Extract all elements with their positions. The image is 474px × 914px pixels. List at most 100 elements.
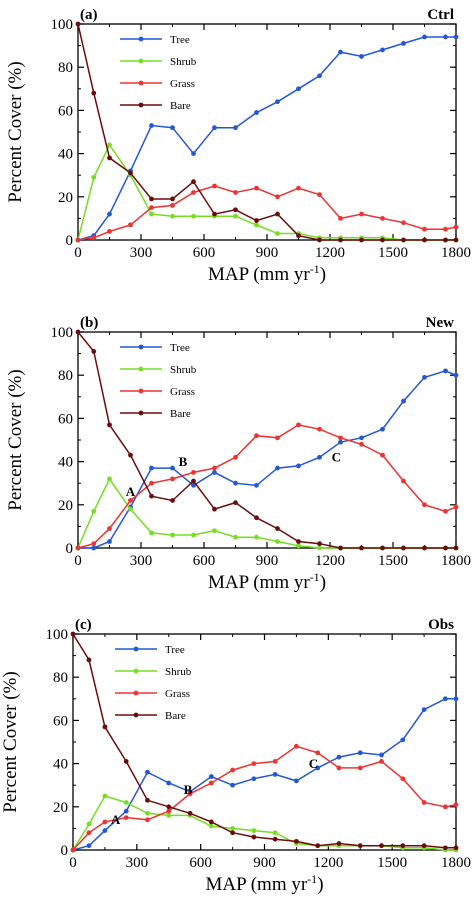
legend-label-grass: Grass <box>165 688 190 700</box>
y-tick-label: 40 <box>53 757 68 773</box>
data-point-bare <box>102 724 108 730</box>
data-point-tree <box>357 750 363 756</box>
data-point-tree <box>191 482 196 488</box>
data-point-bare <box>453 845 459 851</box>
legend-label-grass: Grass <box>170 386 195 398</box>
annotation-label: C <box>309 756 318 771</box>
x-tick-label: 1800 <box>441 245 471 261</box>
data-point-tree <box>166 780 172 786</box>
data-point-shrub <box>102 793 108 799</box>
data-point-bare <box>442 845 448 851</box>
y-tick-label: 0 <box>66 541 74 557</box>
data-point-grass <box>443 226 448 232</box>
data-point-grass <box>275 194 280 200</box>
data-point-bare <box>91 90 97 96</box>
data-point-tree <box>380 47 385 53</box>
data-point-bare <box>379 843 384 849</box>
data-point-tree <box>275 99 280 105</box>
data-point-grass <box>442 804 448 810</box>
legend-marker-shrub <box>133 668 139 674</box>
data-point-bare <box>422 237 427 243</box>
data-point-bare <box>296 539 301 544</box>
y-axis-label: Percent Cover (%) <box>5 369 26 510</box>
y-tick-label: 100 <box>51 325 74 341</box>
data-point-tree <box>251 776 257 782</box>
data-point-shrub <box>91 174 97 180</box>
data-point-tree <box>91 545 97 551</box>
data-point-bare <box>421 843 427 849</box>
y-tick-label: 60 <box>58 411 73 427</box>
data-point-tree <box>421 707 427 712</box>
data-point-tree <box>254 110 259 115</box>
data-point-bare <box>91 349 97 354</box>
data-point-grass <box>91 235 97 241</box>
x-axis-label: MAP (mm yr-1) <box>208 262 326 285</box>
data-point-bare <box>191 478 196 484</box>
data-point-shrub <box>254 534 259 540</box>
chart-panel-3: 0 300 600 900 1200 1500 1800 0 20 40 60 80 100 (c) Obs… <box>0 617 471 895</box>
data-point-tree <box>102 828 108 833</box>
data-point-grass <box>357 765 363 771</box>
data-point-grass <box>107 526 112 531</box>
data-point-shrub <box>254 222 259 228</box>
data-point-tree <box>107 539 112 544</box>
data-point-grass <box>336 765 342 771</box>
x-tick-label: 0 <box>74 245 82 261</box>
data-point-bare <box>170 498 175 503</box>
data-point-bare <box>380 237 385 243</box>
y-tick-label: 60 <box>53 713 68 729</box>
data-point-grass <box>275 435 280 441</box>
data-point-tree <box>453 696 459 702</box>
x-tick-label: 900 <box>256 245 279 261</box>
data-point-grass <box>251 761 257 766</box>
data-point-tree <box>338 439 343 445</box>
data-point-grass <box>296 422 301 428</box>
legend-label-shrub: Shrub <box>165 666 192 678</box>
legend-marker-grass <box>138 388 144 394</box>
data-point-bare <box>380 545 385 551</box>
data-point-tree <box>379 752 384 758</box>
data-point-grass <box>75 545 81 551</box>
data-point-grass <box>317 426 322 432</box>
data-point-shrub <box>233 534 238 540</box>
x-tick-label: 1200 <box>315 245 345 261</box>
data-point-tree <box>422 34 427 40</box>
data-point-grass <box>187 791 193 797</box>
x-tick-label: 0 <box>74 553 82 569</box>
series-line-shrub <box>72 795 456 851</box>
data-point-bare <box>275 526 280 531</box>
y-tick-label: 40 <box>58 147 73 163</box>
data-point-bare <box>443 237 448 243</box>
legend-label-bare: Bare <box>170 100 191 112</box>
x-tick-label: 1200 <box>315 553 345 569</box>
data-point-shrub <box>128 506 133 512</box>
data-point-grass <box>166 808 172 814</box>
data-point-bare <box>86 657 92 663</box>
data-point-tree <box>149 465 154 471</box>
y-tick-label: 20 <box>58 498 73 514</box>
data-point-grass <box>254 185 259 191</box>
y-axis-label: Percent Cover (%) <box>0 671 21 812</box>
data-point-tree <box>233 480 238 486</box>
legend-marker-tree <box>138 344 144 350</box>
legend-marker-grass <box>138 80 144 86</box>
data-point-tree <box>443 368 448 374</box>
series-line-bare <box>77 23 456 241</box>
data-point-grass <box>91 541 97 547</box>
panel-label: (b) <box>80 315 98 331</box>
data-point-tree <box>212 470 217 475</box>
data-point-tree <box>453 372 459 378</box>
data-point-grass <box>208 780 214 786</box>
legend-label-tree: Tree <box>170 34 190 46</box>
data-point-grass <box>400 776 406 782</box>
data-point-tree <box>272 772 278 777</box>
data-point-bare <box>272 836 278 842</box>
data-point-bare <box>187 810 193 816</box>
data-point-tree <box>359 54 364 59</box>
data-point-shrub <box>86 821 92 827</box>
data-point-grass <box>315 750 321 756</box>
y-axis-label: Percent Cover (%) <box>5 61 26 202</box>
data-point-tree <box>401 398 406 404</box>
data-point-tree <box>336 754 342 760</box>
data-point-grass <box>401 220 406 226</box>
